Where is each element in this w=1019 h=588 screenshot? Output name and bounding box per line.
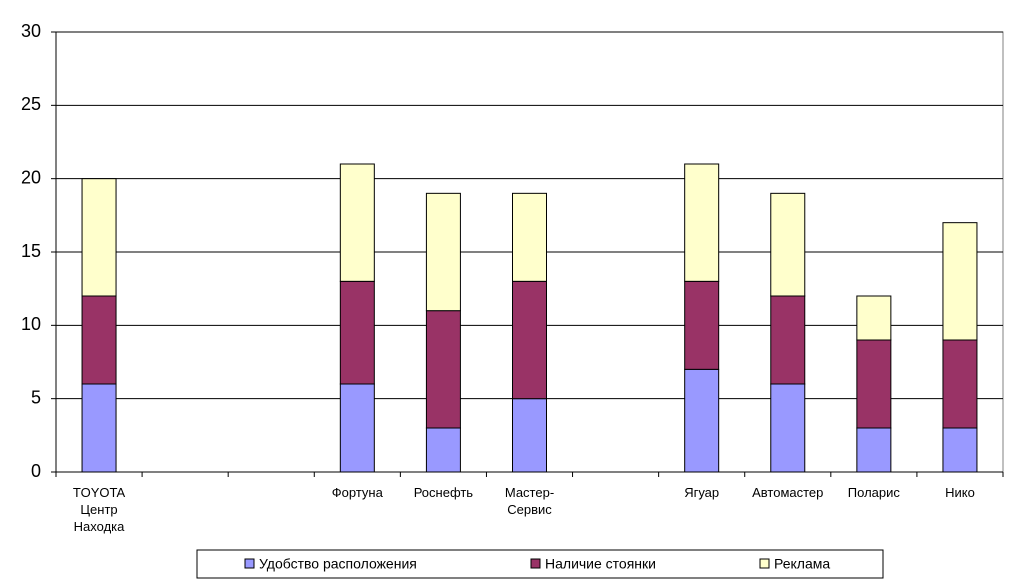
- bar-segment: [684, 163, 720, 282]
- bar-segment: [339, 280, 375, 385]
- bar-segment: [942, 339, 978, 429]
- bar-segment: [81, 178, 117, 297]
- bar-segment: [770, 192, 806, 297]
- bar-segment: [770, 295, 806, 385]
- y-tick-label: 20: [21, 167, 41, 187]
- x-tick-label: Нико: [945, 485, 975, 500]
- legend-label: Наличие стоянки: [545, 556, 656, 572]
- legend-swatch: [530, 558, 541, 569]
- bar-segment: [684, 280, 720, 370]
- x-tick-label: Роснефть: [413, 485, 474, 500]
- x-tick-label: Автомастер: [752, 485, 824, 500]
- legend-swatch: [759, 558, 770, 569]
- x-tick-label: TOYOTA Центр Находка: [72, 485, 126, 534]
- bar-segment: [770, 383, 806, 473]
- bar-segment: [339, 383, 375, 473]
- y-tick-label: 5: [31, 387, 41, 407]
- legend-label: Реклама: [774, 556, 830, 572]
- x-tick-label: Фортуна: [331, 485, 383, 500]
- bar-segment: [942, 222, 978, 341]
- y-tick-label: 30: [21, 21, 41, 41]
- bar-segment: [81, 383, 117, 473]
- bar-segment: [856, 339, 892, 429]
- bar-segment: [512, 398, 547, 473]
- bar-segment: [942, 427, 978, 473]
- x-tick-label: Ягуар: [684, 485, 720, 500]
- legend-swatch: [244, 558, 255, 569]
- y-tick-label: 15: [21, 241, 41, 261]
- legend-label: Удобство расположения: [259, 556, 417, 572]
- bar-segment: [81, 295, 117, 385]
- bar-segment: [684, 368, 720, 473]
- x-tick-label: Мастер-Сервис: [504, 485, 555, 517]
- bar-segment: [425, 310, 461, 429]
- bar-segment: [856, 295, 892, 341]
- bar-segment: [339, 163, 375, 282]
- y-tick-label: 10: [21, 314, 41, 334]
- bar-segment: [425, 427, 461, 473]
- bar-segment: [425, 192, 461, 312]
- x-tick-label: Поларис: [847, 485, 900, 500]
- bar-segment: [512, 280, 547, 400]
- y-tick-label: 25: [21, 94, 41, 114]
- y-tick-label: 0: [31, 461, 41, 481]
- bar-segment: [856, 427, 892, 473]
- bar-segment: [512, 192, 547, 282]
